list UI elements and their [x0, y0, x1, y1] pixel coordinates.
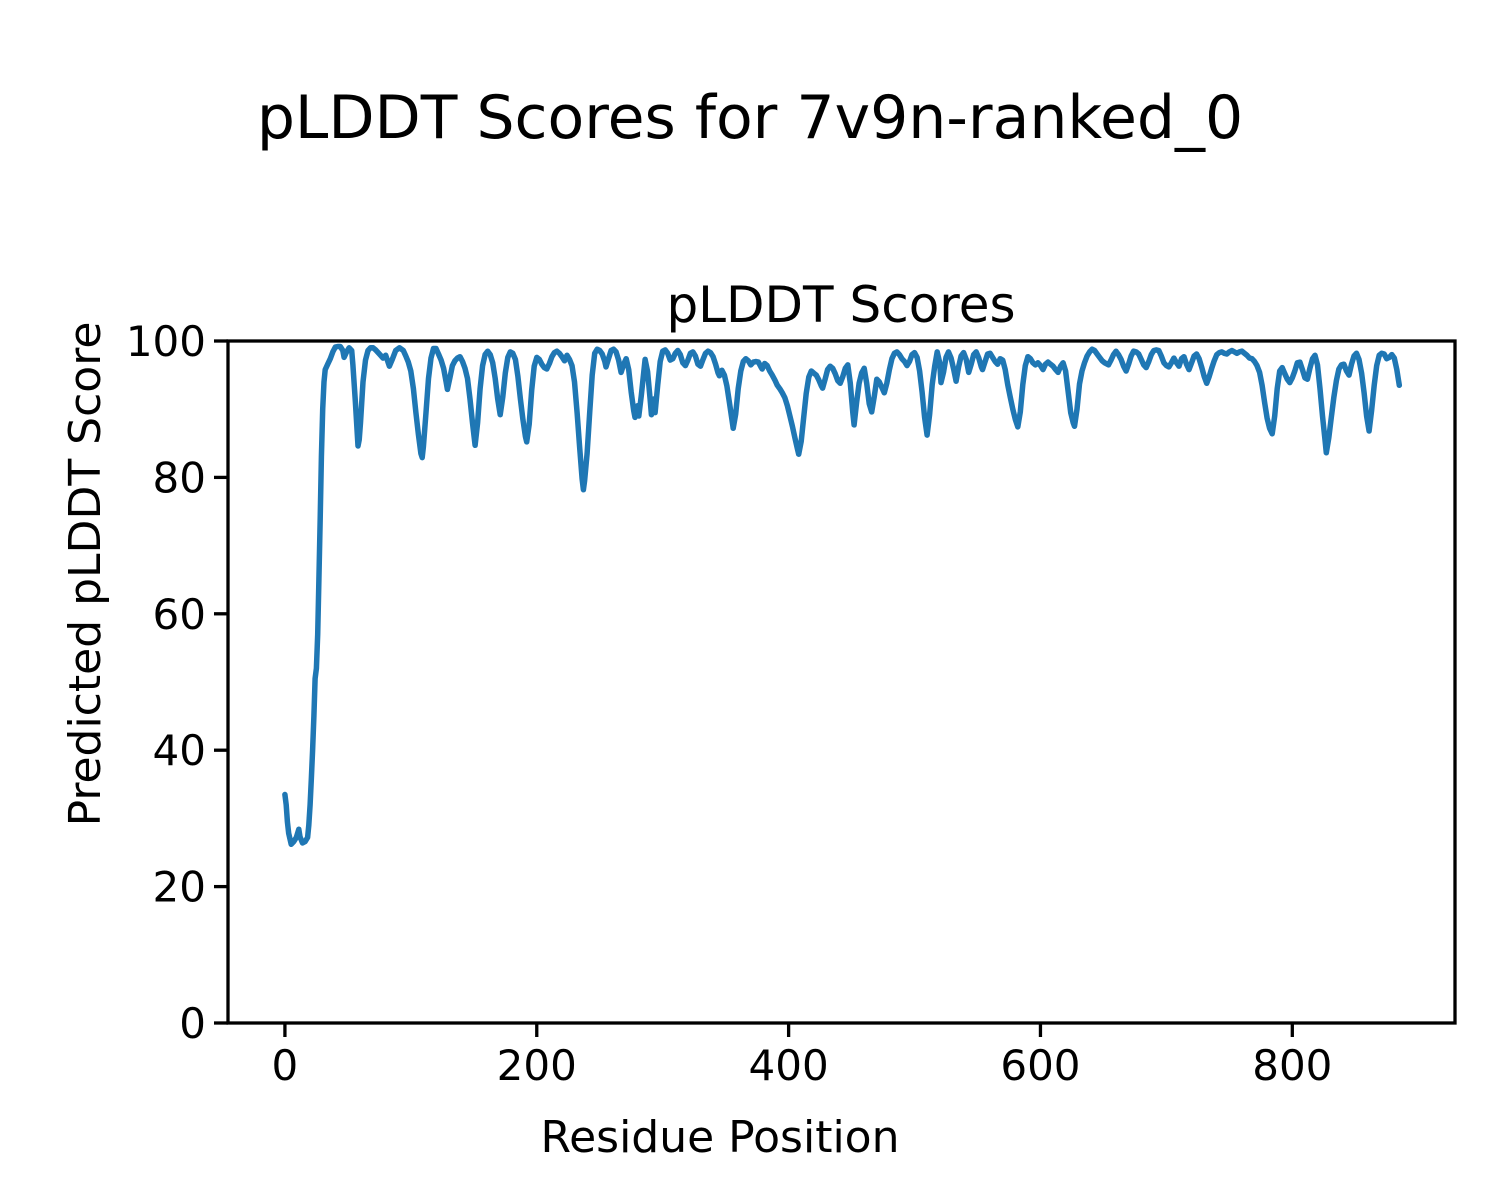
x-axis-label: Residue Position	[540, 1112, 899, 1163]
y-tick-label: 60	[153, 590, 206, 639]
y-tick-label: 40	[153, 726, 206, 775]
x-tick-label: 200	[497, 1041, 577, 1090]
plot-area: 0 200 400 600 800 0 20 40 60 80 100	[126, 317, 1457, 1090]
y-axis-label: Predicted pLDDT Score	[60, 322, 111, 827]
plddt-score-line	[282, 343, 1403, 848]
y-tick-label: 20	[153, 863, 206, 912]
axes-spines	[226, 339, 1457, 1025]
x-tick-label: 400	[749, 1041, 829, 1090]
x-tick-label: 800	[1252, 1041, 1332, 1090]
y-tick-label: 100	[126, 317, 206, 366]
y-tick-label: 0	[179, 999, 206, 1048]
y-tick-label: 80	[153, 453, 206, 502]
x-tick-label: 600	[1000, 1041, 1080, 1090]
x-tick-label: 0	[272, 1041, 299, 1090]
figure-suptitle: pLDDT Scores for 7v9n-ranked_0	[257, 83, 1243, 153]
axes-title: pLDDT Scores	[666, 276, 1015, 334]
